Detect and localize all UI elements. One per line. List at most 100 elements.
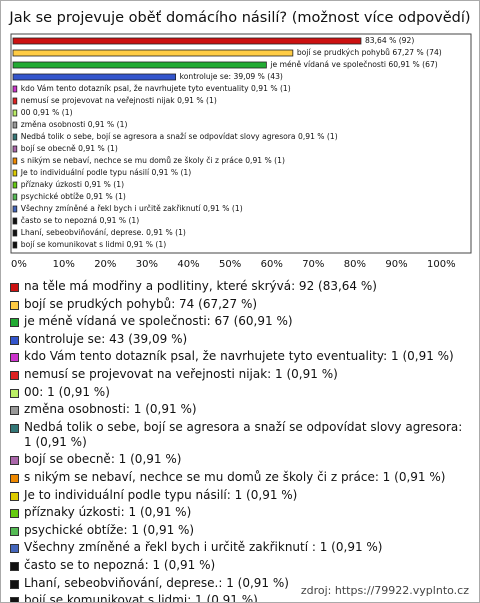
x-tick-label: 40% xyxy=(177,259,199,270)
value-label-box xyxy=(18,168,193,177)
legend-swatch xyxy=(10,473,19,483)
value-label-box xyxy=(19,144,119,153)
value-label-box xyxy=(19,108,74,117)
value-label-box xyxy=(19,240,168,249)
legend-swatch xyxy=(10,300,19,310)
value-label: s nikým se nebaví, nechce se mu domů ze … xyxy=(21,156,285,165)
value-label: 83,64 % (92) xyxy=(365,36,414,45)
legend-swatch xyxy=(10,561,19,571)
legend-swatch xyxy=(10,406,19,416)
chart-title: Jak se projevuje oběť domácího násilí? (… xyxy=(8,10,470,26)
chart: Jak se projevuje oběť domácího násilí? (… xyxy=(8,10,472,270)
bar xyxy=(12,37,362,45)
bar xyxy=(12,145,18,153)
value-label-box xyxy=(19,192,127,201)
value-label: příznaky úzkosti 0,91 % (1) xyxy=(21,180,124,189)
bar xyxy=(12,217,18,225)
legend-item: bojí se komunikovat s lidmi: 1 (0,91 %) xyxy=(10,593,472,603)
legend-item: Lhaní, sebeobviňování, deprese.: 1 (0,91… xyxy=(10,576,472,591)
value-label: 00 0,91 % (1) xyxy=(21,108,73,117)
legend-swatch xyxy=(10,283,19,292)
legend-swatch xyxy=(10,456,19,466)
bar xyxy=(12,73,177,81)
legend-item: změna osobnosti: 1 (0,91 %) xyxy=(10,402,472,417)
value-label: kdo Vám tento dotazník psal, že navrhuje… xyxy=(21,84,291,93)
x-tick-label: 50% xyxy=(219,259,241,270)
legend-item: často se to nepozná: 1 (0,91 %) xyxy=(10,558,472,573)
bar xyxy=(12,205,18,213)
legend-swatch xyxy=(10,579,19,589)
legend-item: Nedbá tolik o sebe, bojí se agresora a s… xyxy=(10,420,472,450)
legend-item: s nikým se nebaví, nechce se mu domů ze … xyxy=(10,470,472,485)
value-label: bojí se obecně 0,91 % (1) xyxy=(21,144,118,153)
legend-label: psychické obtíže: 1 (0,91 %) xyxy=(24,522,195,537)
legend-swatch xyxy=(10,370,19,380)
bar xyxy=(12,133,18,141)
legend-label: Lhaní, sebeobviňování, deprese.: 1 (0,91… xyxy=(24,575,289,590)
legend-swatch xyxy=(10,544,19,554)
legend-label: změna osobnosti: 1 (0,91 %) xyxy=(24,402,197,417)
legend-item: příznaky úzkosti: 1 (0,91 %) xyxy=(10,505,472,520)
x-tick-label: 90% xyxy=(385,259,407,270)
legend-label: s nikým se nebaví, nechce se mu domů ze … xyxy=(24,469,446,484)
bar xyxy=(12,241,18,249)
value-label: nemusí se projevovat na veřejnosti nijak… xyxy=(21,96,217,105)
legend-item: nemusí se projevovat na veřejnosti nijak… xyxy=(10,367,472,382)
legend-item: Všechny zmíněné a řekl bych i určitě zak… xyxy=(10,540,472,555)
bar xyxy=(12,193,18,201)
bar xyxy=(12,181,18,189)
value-label: Nedbá tolik o sebe, bojí se agresora a s… xyxy=(21,132,338,141)
value-label: bojí se prudkých pohybů 67,27 % (74) xyxy=(297,48,442,57)
value-label-box xyxy=(19,228,187,237)
value-label-box xyxy=(19,180,126,189)
legend-swatch xyxy=(10,526,19,536)
value-label: bojí se komunikovat s lidmi 0,91 % (1) xyxy=(21,240,166,249)
legend-label: kdo Vám tento dotazník psal, že navrhuje… xyxy=(24,349,454,364)
legend-label: bojí se komunikovat s lidmi: 1 (0,91 %) xyxy=(24,593,258,603)
legend-label: je méně vídaná ve společnosti: 67 (60,91… xyxy=(24,314,293,329)
legend-label: kontroluje se: 43 (39,09 %) xyxy=(24,331,188,346)
x-tick-label: 60% xyxy=(261,259,283,270)
x-tick-label: 100% xyxy=(427,259,456,270)
bar xyxy=(12,85,18,93)
value-label: Všechny zmíněné a řekl bych i určitě zak… xyxy=(21,204,243,213)
legend-label: Je to individuální podle typu násilí: 1 … xyxy=(24,487,298,502)
x-tick-label: 80% xyxy=(344,259,366,270)
legend-swatch xyxy=(10,509,19,519)
legend-label: Nedbá tolik o sebe, bojí se agresora a s… xyxy=(24,419,463,449)
value-label: kontroluje se: 39,09 % (43) xyxy=(180,72,283,81)
bar xyxy=(12,97,18,105)
value-label: psychické obtíže 0,91 % (1) xyxy=(21,192,126,201)
legend-item: Je to individuální podle typu násilí: 1 … xyxy=(10,488,472,503)
legend-item: psychické obtíže: 1 (0,91 %) xyxy=(10,523,472,538)
value-label: Je to individuální podle typu násilí 0,9… xyxy=(20,168,191,177)
legend-label: Všechny zmíněné a řekl bych i určitě zak… xyxy=(24,540,383,555)
legend-item: je méně vídaná ve společnosti: 67 (60,91… xyxy=(10,314,472,329)
x-tick-label: 30% xyxy=(136,259,158,270)
bar xyxy=(12,109,18,117)
bar xyxy=(12,61,267,69)
x-tick-label: 0% xyxy=(11,259,27,270)
value-label: Lhaní, sebeobviňování, deprese. 0,91 % (… xyxy=(21,228,186,237)
value-label-box xyxy=(19,96,218,105)
legend-swatch xyxy=(10,423,19,433)
legend-label: bojí se obecně: 1 (0,91 %) xyxy=(24,452,182,467)
legend-item: kdo Vám tento dotazník psal, že navrhuje… xyxy=(10,349,472,364)
legend: na těle má modřiny a podlitiny, které sk… xyxy=(10,279,472,603)
legend-label: bojí se prudkých pohybů: 74 (67,27 %) xyxy=(24,296,258,311)
legend-item: 00: 1 (0,91 %) xyxy=(10,385,472,400)
value-label-box xyxy=(19,120,129,129)
value-label-box xyxy=(178,72,284,81)
x-tick-label: 10% xyxy=(53,259,75,270)
value-label-box xyxy=(295,48,443,57)
value-label-box xyxy=(19,204,244,213)
legend-label: nemusí se projevovat na veřejnosti nijak… xyxy=(24,366,338,381)
legend-item: bojí se obecně: 1 (0,91 %) xyxy=(10,452,472,467)
legend-swatch xyxy=(10,388,19,398)
value-label: změna osobnosti 0,91 % (1) xyxy=(21,120,128,129)
legend-swatch xyxy=(10,318,19,328)
x-tick-label: 70% xyxy=(302,259,324,270)
legend-item: bojí se prudkých pohybů: 74 (67,27 %) xyxy=(10,297,472,312)
legend-swatch xyxy=(10,597,19,602)
